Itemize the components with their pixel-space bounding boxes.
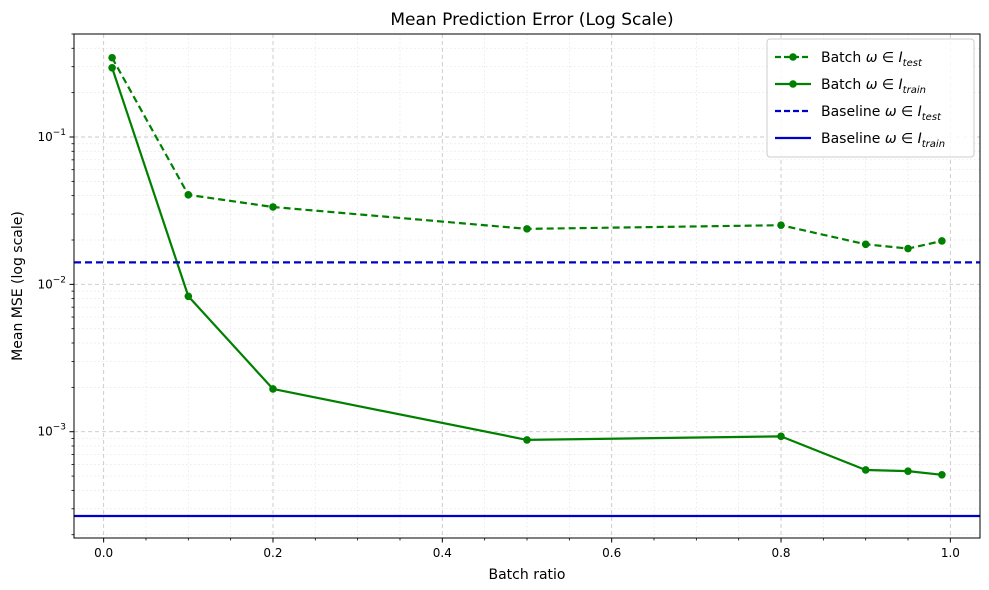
series-line	[111, 67, 943, 476]
legend-label: Baseline ω ∈ Itest	[821, 104, 942, 123]
x-tick-label: 0.4	[433, 546, 452, 560]
x-axis-label: Batch ratio	[489, 567, 566, 583]
data-point	[523, 225, 531, 233]
y-tick-label: 10−2	[37, 275, 66, 291]
legend-entry: Baseline ω ∈ Itest	[775, 104, 942, 123]
data-point	[184, 191, 193, 199]
data-point	[108, 63, 116, 72]
data-point	[861, 240, 870, 249]
legend-box	[766, 38, 975, 158]
data-point	[938, 237, 946, 245]
ticks: 0.0 0.2 0.4 0.6 0.8 1.0 10−3 10−2 10−1	[37, 33, 960, 560]
data-point	[904, 467, 912, 475]
data-point	[269, 385, 277, 393]
legend: Batch ω ∈ Itest Batch ω ∈ Itrain Baseline …	[766, 38, 975, 158]
data-point	[523, 436, 531, 444]
series-1	[108, 63, 946, 479]
data-point	[184, 292, 193, 301]
data-point	[777, 432, 785, 441]
y-tick-label: 10−3	[37, 423, 66, 439]
chart-title: Mean Prediction Error (Log Scale)	[390, 10, 673, 30]
legend-marker	[789, 53, 797, 61]
legend-marker	[789, 80, 797, 88]
legend-entry: Batch ω ∈ Itrain	[775, 77, 926, 96]
data-point	[904, 244, 912, 253]
data-point	[108, 53, 116, 62]
series-0	[108, 53, 946, 253]
data-point	[938, 471, 946, 479]
x-tick-label: 0.0	[94, 546, 113, 560]
x-tick-label: 0.6	[602, 546, 621, 560]
x-tick-label: 0.2	[263, 546, 282, 560]
y-tick-label: 10−1	[37, 128, 66, 144]
x-tick-label: 0.8	[771, 546, 790, 560]
data-point	[861, 466, 870, 474]
legend-label: Baseline ω ∈ Itrain	[821, 131, 945, 150]
legend-entry: Batch ω ∈ Itest	[775, 50, 923, 69]
x-tick-label: 1.0	[941, 546, 960, 560]
series-line	[111, 57, 943, 250]
legend-label: Batch ω ∈ Itest	[821, 50, 923, 69]
data-point	[269, 203, 277, 211]
data-point	[777, 221, 785, 230]
y-axis-label: Mean MSE (log scale)	[10, 211, 26, 361]
legend-label: Batch ω ∈ Itrain	[821, 77, 926, 96]
series-layer	[74, 53, 980, 518]
grid	[74, 33, 980, 538]
legend-entry: Baseline ω ∈ Itrain	[775, 131, 945, 150]
